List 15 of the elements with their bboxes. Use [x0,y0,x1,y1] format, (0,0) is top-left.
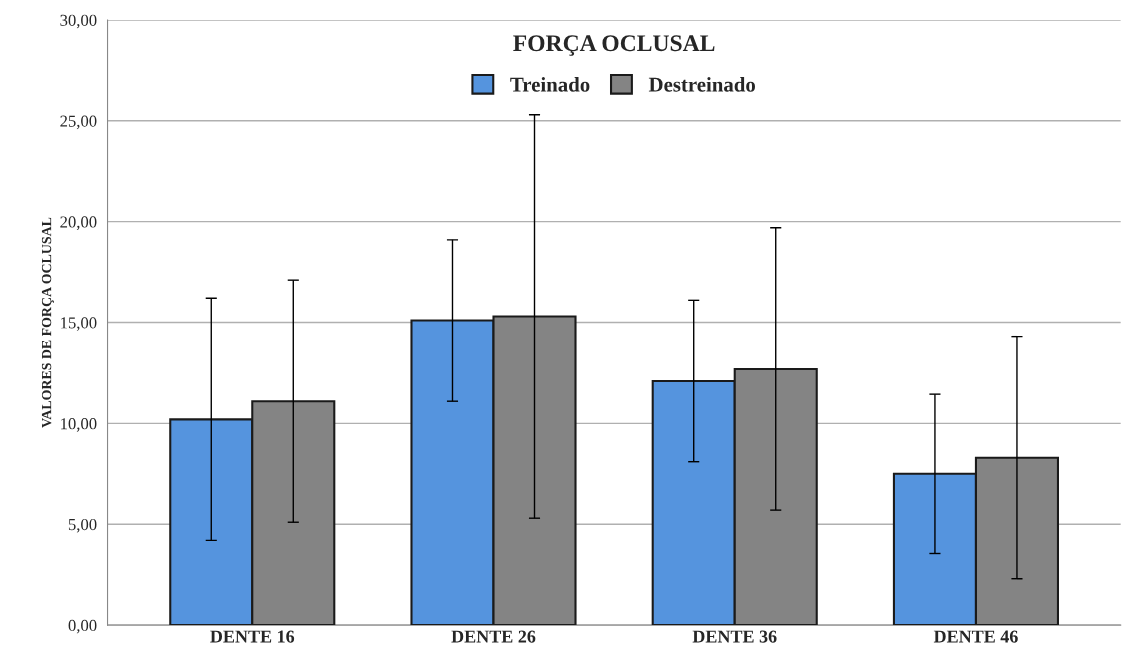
y-tick-label: 30,00 [60,14,97,29]
x-tick-label: DENTE 36 [692,630,777,643]
x-tick-label: DENTE 46 [933,630,1018,643]
y-tick-label: 0,00 [68,619,97,634]
y-tick-label: 20,00 [60,216,97,231]
text: FORÇA OCLUSAL [513,35,715,56]
y-tick-label: 25,00 [60,115,97,130]
y-tick-label: 15,00 [61,317,97,331]
y-tick-label: 10,00 [61,418,97,432]
y-axis-title: VALORES DE FORÇA OCLUSAL [41,217,54,428]
x-tick-label: DENTE 26 [451,630,536,643]
legend-label: Treinado [510,77,590,92]
x-tick-label: DENTE 16 [210,630,295,643]
legend-label: Destreinado [648,77,755,92]
y-tick-label: 5,00 [68,518,97,533]
